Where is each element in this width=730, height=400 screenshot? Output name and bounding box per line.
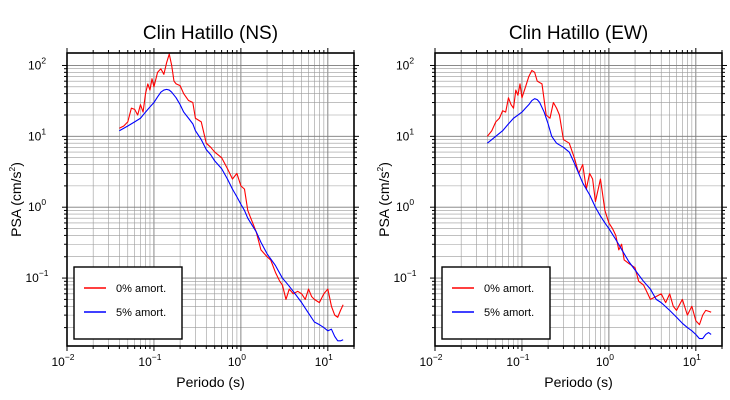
- plot-frame: [434, 52, 723, 347]
- chart-ns: Clin Hatillo (NS)10−2 10−1 100 10110−110010…: [7, 23, 359, 390]
- x-tick-label-exp: −1: [520, 352, 530, 362]
- legend-box: [73, 266, 183, 340]
- x-tick-label: 100: [596, 352, 614, 369]
- series-line-damped: [486, 98, 712, 340]
- y-axis-label: PSA (cm/s2): [375, 162, 392, 237]
- y-axis-label-main: PSA (cm/s: [8, 172, 24, 237]
- legend: 0% amort. 5% amort.: [73, 266, 183, 340]
- y-tick-label-base: 10: [396, 129, 410, 143]
- x-tick-label: 101: [683, 352, 701, 369]
- x-tick-label: 10−2: [419, 352, 442, 369]
- y-axis-label-exp: 2: [7, 167, 17, 172]
- legend-label: 0% amort.: [116, 283, 166, 295]
- x-axis-label: Periodo (s): [544, 374, 612, 390]
- y-tick-label: 102: [28, 55, 46, 72]
- y-tick-label-exp: 1: [41, 126, 46, 136]
- y-tick-label-exp: 2: [409, 55, 414, 65]
- y-tick-label: 102: [396, 55, 414, 72]
- x-tick-label-base: 10: [419, 355, 433, 369]
- x-tick-label-exp: −2: [65, 352, 75, 362]
- x-tick-label-base: 10: [138, 355, 152, 369]
- y-tick-label: 101: [396, 126, 414, 143]
- y-tick-label: 100: [396, 197, 414, 214]
- y-tick-label-exp: 2: [41, 55, 46, 65]
- x-tick-label-base: 10: [228, 355, 242, 369]
- series-line-damped: [119, 88, 344, 342]
- x-tick-label: 10−1: [506, 352, 529, 369]
- x-tick-label-exp: 0: [609, 352, 614, 362]
- y-tick-label: 10−1: [393, 268, 416, 285]
- y-tick-label-exp: −1: [39, 268, 49, 278]
- y-axis-label-exp: 2: [375, 167, 385, 172]
- y-axis-label-close: ): [376, 162, 392, 167]
- x-tick-label: 101: [315, 352, 333, 369]
- axis-ticks: [62, 48, 359, 351]
- x-tick-label: 10−1: [138, 352, 161, 369]
- series-line-undamped: [119, 53, 344, 318]
- y-tick-label-base: 10: [25, 271, 39, 285]
- x-tick-label-exp: −1: [152, 352, 162, 362]
- y-tick-label-base: 10: [28, 58, 42, 72]
- plot-frame: [66, 52, 355, 347]
- series-line-undamped: [486, 69, 712, 326]
- legend-box: [441, 266, 551, 340]
- y-axis-label: PSA (cm/s2): [7, 162, 24, 237]
- legend-label: 5% amort.: [484, 307, 534, 319]
- x-tick-label: 100: [228, 352, 246, 369]
- x-tick-label-base: 10: [315, 355, 329, 369]
- y-tick-label-exp: 0: [41, 197, 46, 207]
- y-tick-label-base: 10: [396, 200, 410, 214]
- legend-label: 0% amort.: [484, 283, 534, 295]
- y-tick-label-base: 10: [393, 271, 407, 285]
- legend: 0% amort. 5% amort.: [441, 266, 551, 340]
- y-tick-label: 10−1: [25, 268, 48, 285]
- chart-title: Clin Hatillo (NS): [143, 23, 278, 44]
- axis-ticks: [430, 48, 727, 351]
- x-tick-label-exp: 1: [328, 352, 333, 362]
- x-tick-label-base: 10: [596, 355, 610, 369]
- legend-label: 5% amort.: [116, 307, 166, 319]
- chart-title: Clin Hatillo (EW): [509, 23, 648, 44]
- x-tick-label-base: 10: [51, 355, 65, 369]
- y-axis-label-close: ): [8, 162, 24, 167]
- chart-ew: Clin Hatillo (EW)10−2 10−1 100 10110−110010…: [375, 23, 727, 390]
- y-tick-label-exp: 0: [409, 197, 414, 207]
- x-tick-label-base: 10: [683, 355, 697, 369]
- y-tick-label-exp: 1: [409, 126, 414, 136]
- x-tick-label: 10−2: [51, 352, 74, 369]
- y-tick-label-exp: −1: [407, 268, 417, 278]
- x-tick-label-exp: 1: [696, 352, 701, 362]
- x-tick-label-base: 10: [506, 355, 520, 369]
- y-tick-label: 100: [28, 197, 46, 214]
- y-axis-label-main: PSA (cm/s: [376, 172, 392, 237]
- x-axis-label: Periodo (s): [176, 374, 244, 390]
- y-tick-label-base: 10: [28, 129, 42, 143]
- x-tick-label-exp: −2: [433, 352, 443, 362]
- y-tick-label-base: 10: [396, 58, 410, 72]
- x-tick-label-exp: 0: [241, 352, 246, 362]
- y-tick-label: 101: [28, 126, 46, 143]
- y-tick-label-base: 10: [28, 200, 42, 214]
